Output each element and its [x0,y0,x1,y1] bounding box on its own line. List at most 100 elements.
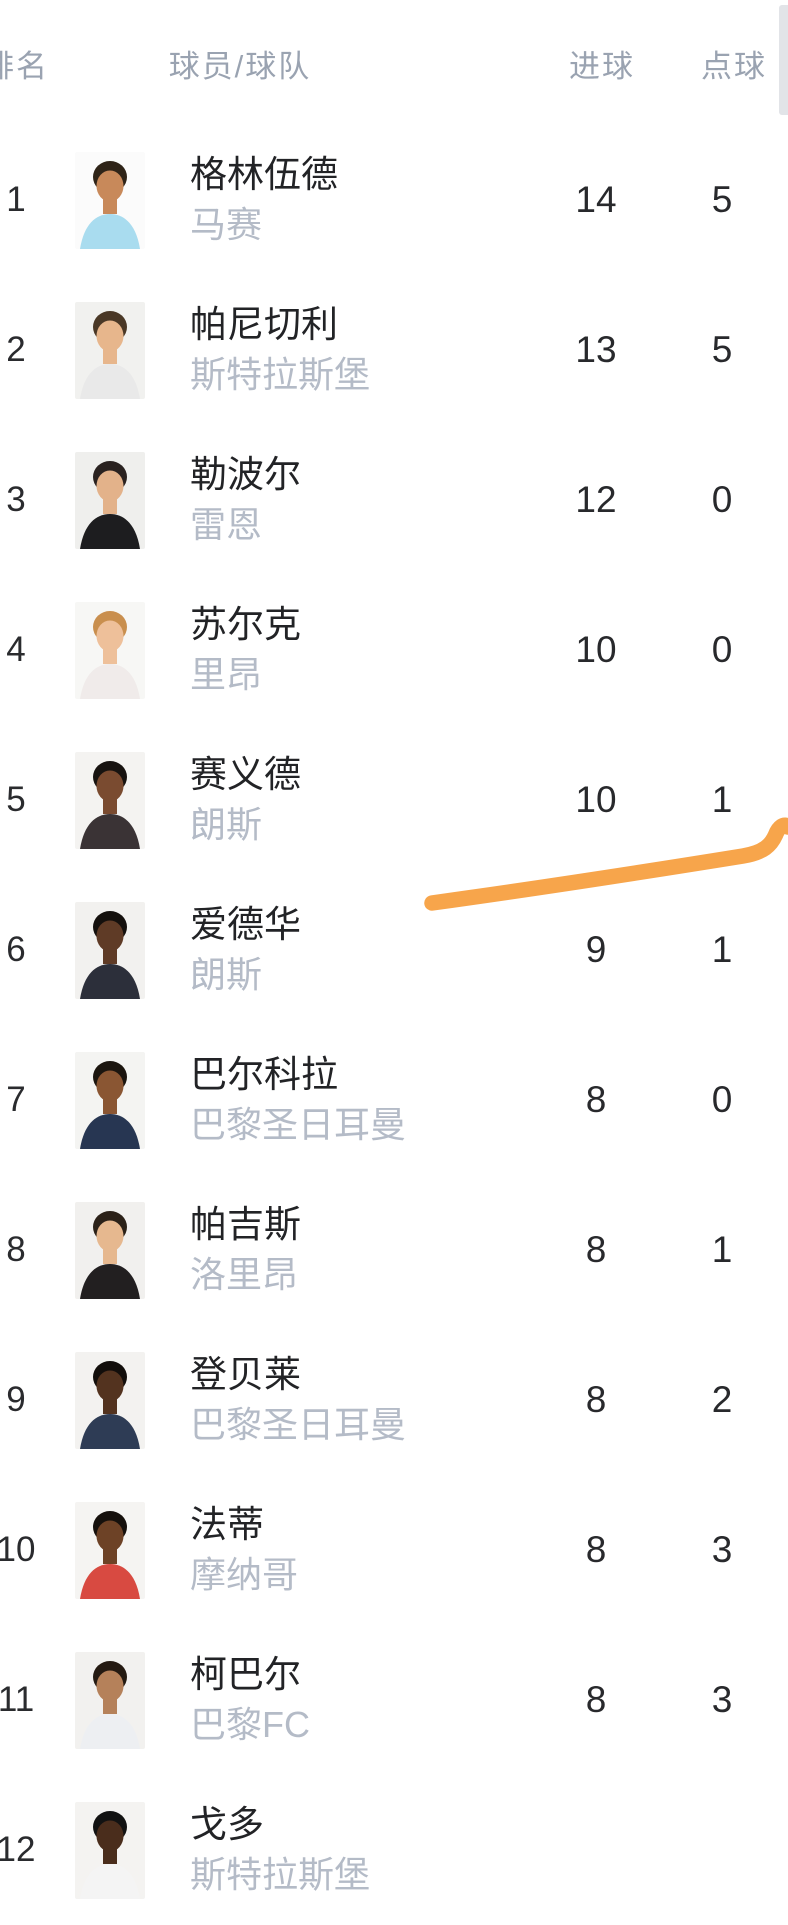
team-name: 雷恩 [190,504,263,545]
player-photo-placeholder [75,901,145,999]
table-body: 1 格林伍德 马赛 14 5 2 [0,125,788,1925]
goals-value: 9 [585,929,607,970]
player-names-cell: 爱德华 朗斯 [190,905,536,994]
penalty-value: 5 [711,179,733,220]
player-name: 法蒂 [190,1505,264,1546]
penalty-value: 0 [711,1079,733,1120]
table-row[interactable]: 5 赛义德 朗斯 10 1 [0,725,788,875]
player-names-cell: 登贝莱 巴黎圣日耳曼 [190,1355,536,1444]
player-name: 登贝莱 [190,1355,301,1396]
scrollbar-thumb[interactable] [779,5,788,115]
player-avatar [75,751,145,849]
goals-value: 8 [585,1379,607,1420]
rank-cell: 7 [6,1080,26,1119]
penalty-value: 0 [711,479,733,520]
goals-value: 10 [575,629,617,670]
table-row[interactable]: 10 法蒂 摩纳哥 8 3 [0,1475,788,1625]
rank-cell: 12 [0,1830,36,1869]
table-row[interactable]: 8 帕吉斯 洛里昂 8 1 [0,1175,788,1325]
rank-cell: 4 [6,630,26,669]
player-names-cell: 巴尔科拉 巴黎圣日耳曼 [190,1055,536,1144]
player-photo-placeholder [75,1801,145,1899]
table-row[interactable]: 1 格林伍德 马赛 14 5 [0,125,788,275]
player-name: 巴尔科拉 [190,1055,338,1096]
player-photo-placeholder [75,1651,145,1749]
goals-value: 14 [575,179,617,220]
penalty-value: 0 [711,629,733,670]
player-name: 格林伍德 [190,155,338,196]
team-name: 巴黎圣日耳曼 [190,1104,407,1145]
player-avatar [75,1351,145,1449]
rank-cell: 8 [6,1230,26,1269]
player-names-cell: 戈多 斯特拉斯堡 [190,1805,536,1894]
player-names-cell: 苏尔克 里昂 [190,605,536,694]
goals-value: 13 [575,329,617,370]
player-name: 赛义德 [190,755,301,796]
rank-cell: 2 [6,330,26,369]
team-name: 摩纳哥 [190,1554,299,1595]
goals-value: 8 [585,1529,607,1570]
player-avatar [75,901,145,999]
team-name: 马赛 [190,204,263,245]
rank-cell: 10 [0,1530,36,1569]
player-avatar [75,1651,145,1749]
rank-cell: 1 [6,180,26,219]
team-name: 洛里昂 [190,1254,299,1295]
penalty-value: 5 [711,329,733,370]
player-name: 帕尼切利 [190,305,338,346]
header-goals: 进球 [569,49,635,84]
table-row[interactable]: 3 勒波尔 雷恩 12 0 [0,425,788,575]
goals-value: 8 [585,1079,607,1120]
team-name: 斯特拉斯堡 [190,354,371,395]
player-name: 戈多 [190,1805,264,1846]
player-names-cell: 法蒂 摩纳哥 [190,1505,536,1594]
rank-cell: 9 [6,1380,26,1419]
player-photo-placeholder [75,301,145,399]
header-player: 球员/球队 [168,49,312,84]
player-avatar [75,1051,145,1149]
goals-value: 8 [585,1229,607,1270]
team-name: 斯特拉斯堡 [190,1854,371,1895]
goals-value: 8 [585,1679,607,1720]
penalty-value: 3 [711,1679,733,1720]
penalty-value: 1 [711,1229,733,1270]
team-name: 巴黎圣日耳曼 [190,1404,407,1445]
team-name: 里昂 [190,654,263,695]
rank-cell: 6 [6,930,26,969]
player-names-cell: 格林伍德 马赛 [190,155,536,244]
player-avatar [75,451,145,549]
table-row[interactable]: 7 巴尔科拉 巴黎圣日耳曼 8 0 [0,1025,788,1175]
player-name: 爱德华 [190,905,301,946]
rank-cell: 11 [0,1680,35,1719]
team-name: 巴黎FC [190,1704,310,1745]
table-row[interactable]: 12 戈多 斯特拉斯堡 [0,1775,788,1925]
rank-cell: 3 [6,480,26,519]
player-avatar [75,601,145,699]
team-name: 朗斯 [190,954,263,995]
player-names-cell: 帕吉斯 洛里昂 [190,1205,536,1294]
table-row[interactable]: 9 登贝莱 巴黎圣日耳曼 8 2 [0,1325,788,1475]
player-name: 苏尔克 [190,605,301,646]
player-name: 柯巴尔 [190,1655,301,1696]
penalty-value: 1 [711,929,733,970]
penalty-value: 3 [711,1529,733,1570]
header-penalty: 点球 [701,49,767,84]
header-rank: 排名 [0,49,49,84]
table-row[interactable]: 4 苏尔克 里昂 10 0 [0,575,788,725]
table-header-row: 排名 球员/球队 进球 点球 [0,0,788,125]
player-names-cell: 勒波尔 雷恩 [190,455,536,544]
player-names-cell: 柯巴尔 巴黎FC [190,1655,536,1744]
player-avatar [75,151,145,249]
player-photo-placeholder [75,1501,145,1599]
table-row[interactable]: 2 帕尼切利 斯特拉斯堡 13 5 [0,275,788,425]
penalty-value: 2 [711,1379,733,1420]
table-row[interactable]: 6 爱德华 朗斯 9 1 [0,875,788,1025]
player-avatar [75,301,145,399]
player-name: 勒波尔 [190,455,301,496]
rank-cell: 5 [6,780,26,819]
player-photo-placeholder [75,151,145,249]
table-row[interactable]: 11 柯巴尔 巴黎FC 8 3 [0,1625,788,1775]
player-avatar [75,1201,145,1299]
player-photo-placeholder [75,1351,145,1449]
